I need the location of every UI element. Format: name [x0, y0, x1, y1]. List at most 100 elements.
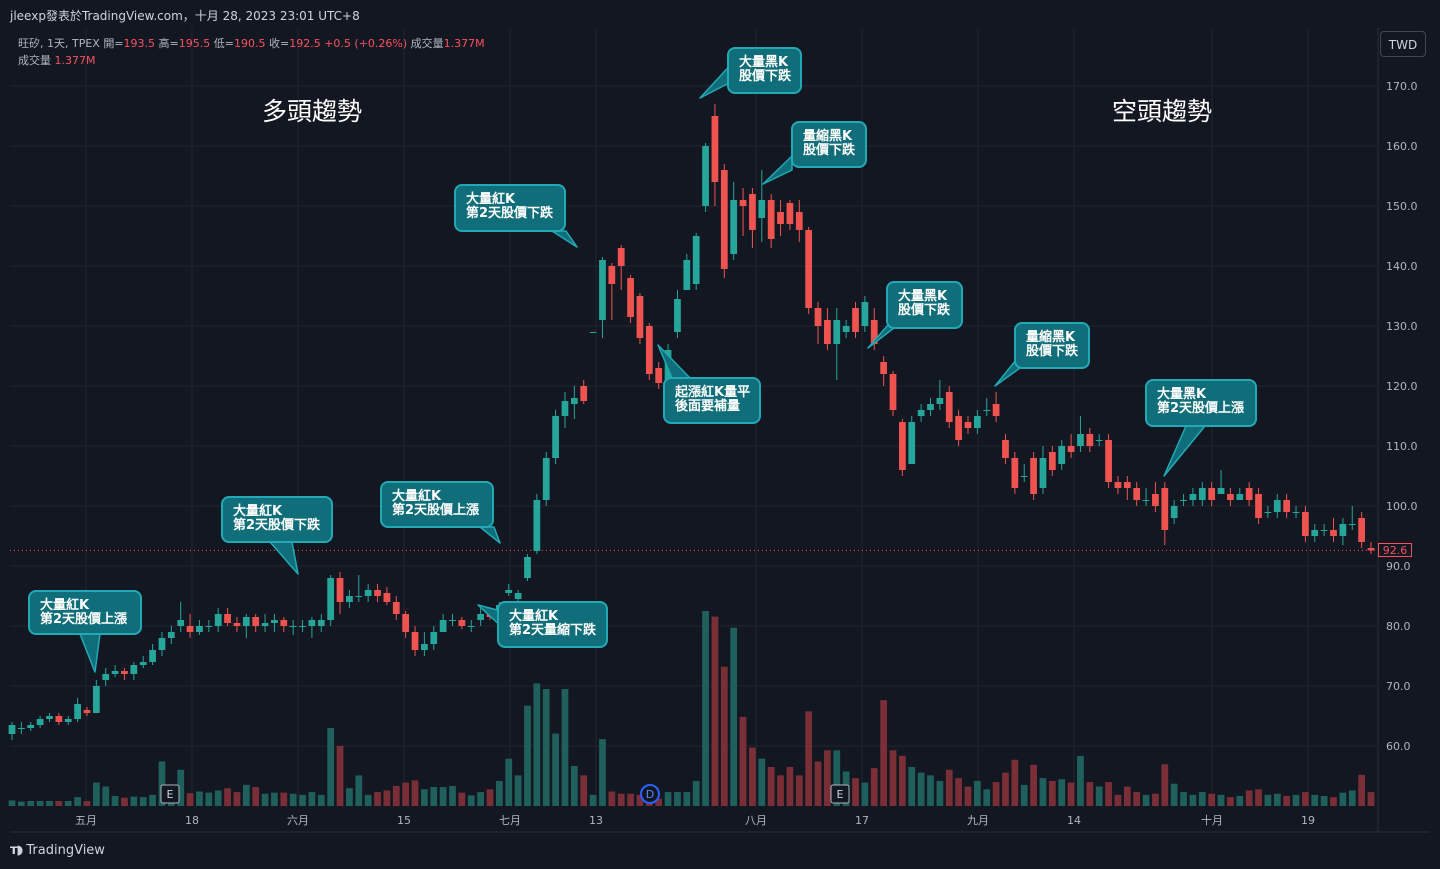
candle-body[interactable]	[1311, 530, 1319, 536]
candle-body[interactable]	[224, 614, 231, 623]
candle-body[interactable]	[936, 398, 944, 404]
candle-body[interactable]	[139, 662, 147, 665]
candle-body[interactable]	[467, 626, 475, 627]
candle-body[interactable]	[1236, 494, 1244, 500]
candle-body[interactable]	[973, 416, 981, 428]
candle-body[interactable]	[627, 278, 634, 317]
callout-9[interactable]: 大量黑K 股價下跌	[886, 281, 963, 329]
candle-body[interactable]	[814, 308, 822, 326]
candle-body[interactable]	[1086, 434, 1094, 446]
candle-body[interactable]	[1077, 434, 1084, 446]
candle-body[interactable]	[580, 386, 588, 401]
candle-body[interactable]	[711, 116, 719, 182]
candle-body[interactable]	[570, 398, 578, 404]
earnings-badge-icon[interactable]: E	[160, 784, 180, 804]
candle-body[interactable]	[402, 614, 410, 632]
candle-body[interactable]	[17, 728, 25, 729]
candle-body[interactable]	[1170, 506, 1178, 518]
candle-body[interactable]	[36, 719, 44, 725]
candle-body[interactable]	[1330, 530, 1337, 536]
candle-body[interactable]	[280, 620, 288, 626]
candle-body[interactable]	[833, 320, 841, 344]
candle-body[interactable]	[824, 320, 831, 344]
candle-body[interactable]	[130, 665, 138, 674]
candle-body[interactable]	[1114, 482, 1122, 488]
candle-body[interactable]	[739, 200, 747, 206]
candle-body[interactable]	[805, 230, 813, 308]
candle-body[interactable]	[927, 404, 934, 410]
candle-body[interactable]	[383, 593, 391, 602]
candle-body[interactable]	[317, 620, 325, 626]
candle-body[interactable]	[1105, 440, 1112, 482]
candle-body[interactable]	[861, 302, 869, 326]
candle-body[interactable]	[795, 212, 803, 230]
candle-body[interactable]	[1302, 512, 1309, 536]
candle-body[interactable]	[777, 212, 784, 224]
callout-3[interactable]: 大量紅K 第2天股價上漲	[380, 481, 494, 528]
candle-body[interactable]	[252, 617, 260, 626]
candle-body[interactable]	[458, 620, 466, 626]
candle-body[interactable]	[1142, 500, 1150, 501]
earnings-badge-icon[interactable]: E	[830, 784, 850, 804]
candle-body[interactable]	[683, 260, 691, 290]
candle-body[interactable]	[83, 710, 91, 713]
candle-body[interactable]	[205, 626, 213, 627]
candle-body[interactable]	[1320, 530, 1328, 531]
candle-body[interactable]	[1161, 488, 1169, 530]
candle-body[interactable]	[674, 299, 681, 332]
candle-body[interactable]	[196, 626, 203, 632]
candle-body[interactable]	[392, 602, 400, 614]
callout-6[interactable]: 起漲紅K量平 後面要補量	[663, 377, 761, 424]
candle-body[interactable]	[92, 686, 100, 713]
candle-body[interactable]	[1283, 500, 1291, 512]
candle-body[interactable]	[299, 626, 306, 627]
symbol-info[interactable]: 旺矽, 1天, TPEX	[18, 37, 100, 50]
candle-body[interactable]	[261, 623, 269, 626]
candle-body[interactable]	[1255, 494, 1262, 518]
candle-body[interactable]	[852, 308, 859, 332]
candle-body[interactable]	[8, 725, 16, 734]
candle-body[interactable]	[355, 596, 363, 597]
candle-body[interactable]	[1273, 500, 1281, 512]
candle-body[interactable]	[945, 392, 953, 422]
candle-body[interactable]	[1245, 488, 1253, 500]
candle-body[interactable]	[336, 578, 344, 602]
candle-body[interactable]	[214, 614, 222, 626]
candle-body[interactable]	[533, 500, 541, 551]
candle-body[interactable]	[514, 593, 522, 599]
candle-body[interactable]	[589, 332, 597, 333]
candle-body[interactable]	[477, 614, 484, 620]
callout-7[interactable]: 大量黑K 股價下跌	[727, 47, 802, 94]
tradingview-logo[interactable]: ᴛ◗ TradingView	[10, 843, 105, 858]
callout-2[interactable]: 大量紅K 第2天股價下跌	[221, 496, 333, 543]
candle-body[interactable]	[346, 596, 353, 602]
candle-body[interactable]	[421, 644, 428, 650]
candle-body[interactable]	[1123, 482, 1131, 488]
candle-body[interactable]	[1030, 458, 1037, 494]
candle-body[interactable]	[786, 203, 794, 224]
candle-body[interactable]	[908, 422, 916, 464]
candle-body[interactable]	[1198, 488, 1206, 500]
candle-body[interactable]	[364, 590, 372, 596]
candle-body[interactable]	[186, 626, 194, 632]
callout-5[interactable]: 大量紅K 第2天股價下跌	[454, 184, 566, 232]
candle-body[interactable]	[233, 623, 241, 626]
candle-body[interactable]	[64, 719, 72, 722]
callout-11[interactable]: 大量黑K 第2天股價上漲	[1145, 379, 1257, 427]
candle-body[interactable]	[1048, 452, 1056, 470]
candle-body[interactable]	[758, 200, 766, 218]
candle-body[interactable]	[102, 674, 110, 680]
candle-body[interactable]	[167, 632, 175, 638]
candle-body[interactable]	[608, 266, 616, 284]
candle-body[interactable]	[242, 617, 250, 626]
candle-body[interactable]	[121, 671, 128, 674]
candle-body[interactable]	[308, 620, 316, 626]
candle-body[interactable]	[542, 458, 550, 500]
candle-body[interactable]	[111, 671, 119, 674]
candle-body[interactable]	[55, 716, 63, 722]
dividend-badge-icon[interactable]: D	[640, 784, 660, 804]
candle-body[interactable]	[992, 404, 1000, 416]
candle-body[interactable]	[271, 620, 278, 623]
candle-body[interactable]	[1095, 440, 1103, 441]
